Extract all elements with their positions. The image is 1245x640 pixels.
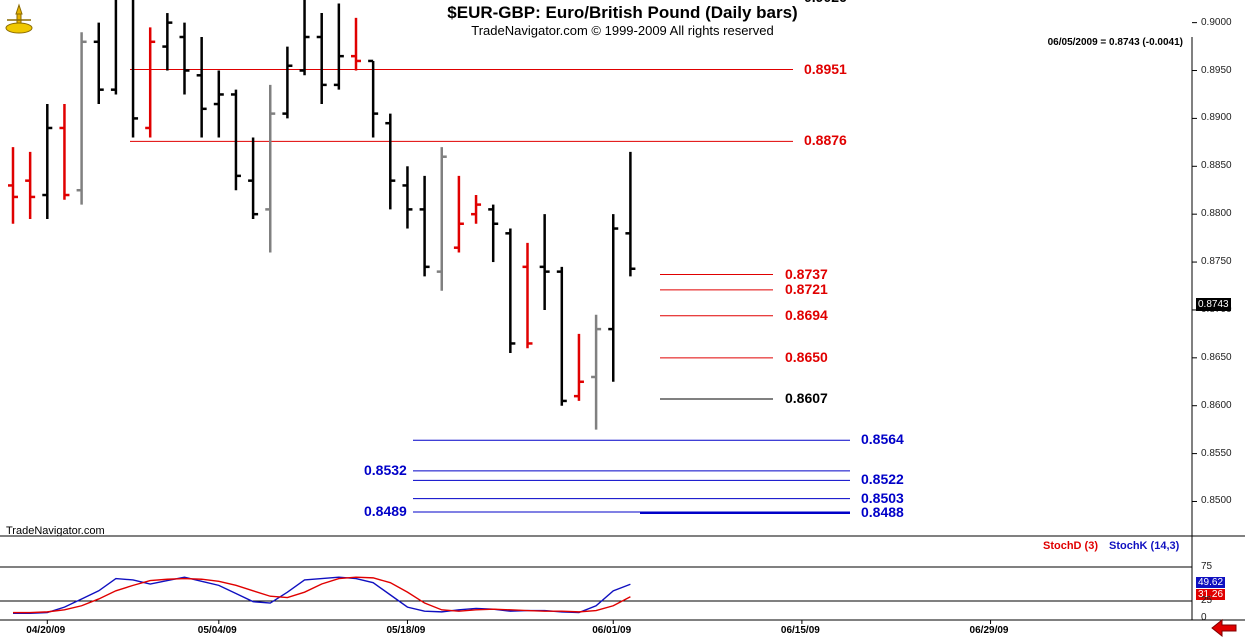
stochd-last-value: 31.26 — [1196, 589, 1226, 600]
osc-tick-label: 75 — [1201, 561, 1213, 572]
level-label: 0.8503 — [861, 489, 904, 506]
level-label: 0.8488 — [861, 503, 904, 520]
y-tick-label: 0.8750 — [1201, 256, 1232, 268]
y-tick-label: 0.8850 — [1201, 160, 1232, 172]
level-label: 0.8876 — [804, 132, 847, 149]
x-tick-label: 05/18/09 — [386, 625, 426, 636]
stochk-last-value: 49.62 — [1196, 577, 1226, 588]
last-price-info: 06/05/2009 = 0.8743 (-0.0041) — [1047, 37, 1183, 48]
level-label: 0.8522 — [861, 471, 904, 488]
level-label: 0.8532 — [364, 461, 407, 478]
y-tick-label: 0.8600 — [1201, 399, 1232, 411]
y-tick-label: 0.8650 — [1201, 351, 1232, 363]
x-tick-label: 06/29/09 — [969, 625, 1009, 636]
y-tick-label: 0.8500 — [1201, 495, 1232, 507]
osc-tick-label: 25 — [1201, 595, 1213, 606]
y-tick-label: 0.8950 — [1201, 64, 1232, 76]
level-label: 0.8737 — [785, 265, 828, 282]
chart-subtitle: TradeNavigator.com © 1999-2009 All right… — [471, 23, 774, 38]
level-label: 0.8564 — [861, 431, 904, 448]
level-label: 0.8489 — [364, 503, 407, 519]
osc-tick-label: 0 — [1201, 612, 1207, 623]
last-price-tag: 0.8743 — [1196, 298, 1231, 311]
level-label: 0.9026 — [804, 0, 847, 5]
level-label: 0.8694 — [785, 306, 828, 323]
level-label: 0.8721 — [785, 280, 828, 297]
level-label: 0.8951 — [804, 60, 847, 77]
x-tick-label: 04/20/09 — [26, 625, 66, 636]
y-tick-label: 0.8900 — [1201, 112, 1232, 124]
legend-stochk: StochK (14,3) — [1109, 540, 1180, 552]
level-label: 0.8650 — [785, 348, 828, 365]
y-tick-label: 0.8550 — [1201, 447, 1232, 459]
stochd-line — [13, 576, 631, 614]
x-tick-label: 05/04/09 — [197, 625, 237, 636]
legend-stochd: StochD (3) — [1043, 540, 1098, 552]
scroll-left-arrow-icon[interactable] — [1210, 619, 1238, 637]
y-tick-label: 0.8800 — [1201, 208, 1232, 220]
y-tick-label: 0.9000 — [1201, 16, 1232, 28]
level-label: 0.8607 — [785, 390, 828, 406]
chart-title: $EUR-GBP: Euro/British Pound (Daily bars… — [447, 3, 798, 22]
x-tick-label: 06/01/09 — [592, 625, 632, 636]
x-tick-label: 06/15/09 — [780, 625, 820, 636]
watermark: TradeNavigator.com — [6, 525, 105, 537]
tradenavigator-logo-icon — [2, 2, 36, 36]
